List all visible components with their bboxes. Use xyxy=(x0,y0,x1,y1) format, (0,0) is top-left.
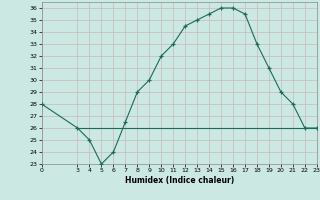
X-axis label: Humidex (Indice chaleur): Humidex (Indice chaleur) xyxy=(124,176,234,185)
